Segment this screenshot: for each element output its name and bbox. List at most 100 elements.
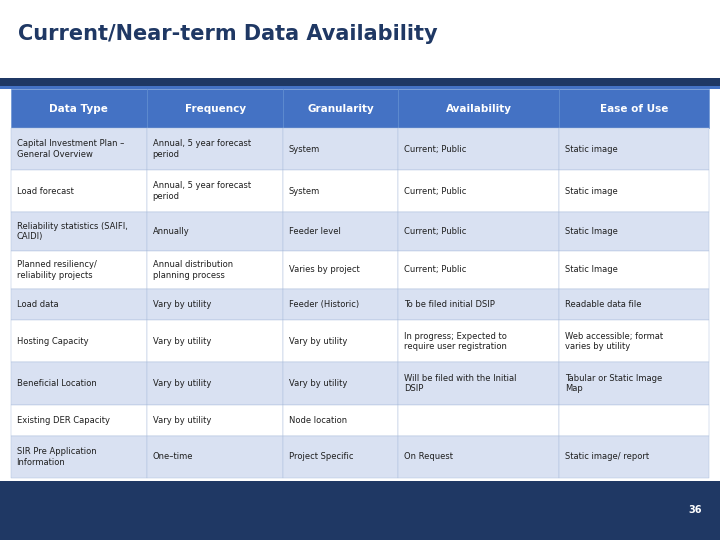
Bar (283, 170, 398, 212)
Bar (283, 212, 398, 251)
Bar (147, 128, 283, 170)
Bar (283, 251, 398, 289)
Text: In progress; Expected to
require user registration: In progress; Expected to require user re… (404, 332, 507, 352)
Bar (283, 128, 398, 170)
Bar (398, 404, 559, 436)
Bar (559, 320, 709, 362)
Bar (559, 251, 709, 289)
Text: Readable data file: Readable data file (564, 300, 642, 309)
Bar (283, 89, 398, 128)
Bar (147, 251, 283, 289)
Text: Beneficial Location: Beneficial Location (17, 379, 96, 388)
Bar (11, 404, 147, 436)
Bar (147, 289, 283, 320)
Text: On Request: On Request (404, 453, 453, 461)
Text: Reliability statistics (SAIFI,
CAIDI): Reliability statistics (SAIFI, CAIDI) (17, 221, 127, 241)
Bar (11, 289, 147, 320)
Text: Annual, 5 year forecast
period: Annual, 5 year forecast period (153, 181, 251, 201)
Bar (559, 170, 709, 212)
Bar (559, 128, 709, 170)
Bar (0, 481, 720, 540)
Bar (398, 320, 559, 362)
Bar (398, 128, 559, 170)
Text: System: System (289, 145, 320, 153)
Text: Static image: Static image (564, 145, 618, 153)
Bar (147, 170, 283, 212)
Bar (559, 89, 709, 128)
Bar (398, 170, 559, 212)
Bar (398, 212, 559, 251)
Bar (147, 320, 283, 362)
Text: Annual, 5 year forecast
period: Annual, 5 year forecast period (153, 139, 251, 159)
Bar (0, 86, 720, 89)
Text: Vary by utility: Vary by utility (289, 337, 347, 346)
Text: Ease of Use: Ease of Use (600, 104, 668, 113)
Text: Feeder (Historic): Feeder (Historic) (289, 300, 359, 309)
Text: Tabular or Static Image
Map: Tabular or Static Image Map (564, 374, 662, 394)
Bar (147, 436, 283, 478)
Bar (559, 404, 709, 436)
Text: Vary by utility: Vary by utility (153, 379, 211, 388)
Text: Static Image: Static Image (564, 266, 618, 274)
Text: One–time: One–time (153, 453, 193, 461)
Text: Static Image: Static Image (564, 227, 618, 236)
Bar (11, 212, 147, 251)
Bar (147, 89, 283, 128)
Text: Node location: Node location (289, 416, 347, 424)
Bar (147, 212, 283, 251)
Bar (147, 362, 283, 404)
Text: Current/Near-term Data Availability: Current/Near-term Data Availability (18, 24, 438, 44)
Bar (559, 436, 709, 478)
Text: 36: 36 (688, 505, 702, 515)
Text: Project Specific: Project Specific (289, 453, 354, 461)
Text: Vary by utility: Vary by utility (289, 379, 347, 388)
Bar (11, 362, 147, 404)
Text: Static image: Static image (564, 187, 618, 195)
Bar (398, 362, 559, 404)
Text: Hosting Capacity: Hosting Capacity (17, 337, 88, 346)
Text: Annually: Annually (153, 227, 189, 236)
Bar (11, 320, 147, 362)
Bar (11, 89, 147, 128)
Text: Load forecast: Load forecast (17, 187, 73, 195)
Text: Data Type: Data Type (50, 104, 108, 113)
Text: Vary by utility: Vary by utility (153, 337, 211, 346)
Bar (398, 436, 559, 478)
Bar (398, 289, 559, 320)
Bar (11, 170, 147, 212)
Text: Current; Public: Current; Public (404, 227, 467, 236)
Bar (283, 362, 398, 404)
Bar (283, 436, 398, 478)
Text: Capital Investment Plan –
General Overview: Capital Investment Plan – General Overvi… (17, 139, 124, 159)
Bar (0, 0, 720, 78)
Text: Web accessible; format
varies by utility: Web accessible; format varies by utility (564, 332, 663, 352)
Text: Granularity: Granularity (307, 104, 374, 113)
Bar (559, 212, 709, 251)
Bar (283, 404, 398, 436)
Text: Current; Public: Current; Public (404, 266, 467, 274)
Text: Availability: Availability (446, 104, 512, 113)
Text: System: System (289, 187, 320, 195)
Text: Load data: Load data (17, 300, 58, 309)
Text: Vary by utility: Vary by utility (153, 300, 211, 309)
Text: Current; Public: Current; Public (404, 187, 467, 195)
Text: Feeder level: Feeder level (289, 227, 341, 236)
Bar (147, 404, 283, 436)
Text: Will be filed with the Initial
DSIP: Will be filed with the Initial DSIP (404, 374, 517, 394)
Text: Vary by utility: Vary by utility (153, 416, 211, 424)
Text: Planned resiliency/
reliability projects: Planned resiliency/ reliability projects (17, 260, 96, 280)
Bar (559, 362, 709, 404)
Text: SIR Pre Application
Information: SIR Pre Application Information (17, 447, 96, 467)
Bar (283, 289, 398, 320)
Bar (398, 251, 559, 289)
Text: Frequency: Frequency (184, 104, 246, 113)
Bar (11, 436, 147, 478)
Text: Existing DER Capacity: Existing DER Capacity (17, 416, 109, 424)
Bar (11, 128, 147, 170)
Text: Static image/ report: Static image/ report (564, 453, 649, 461)
Bar (283, 320, 398, 362)
Bar (0, 78, 720, 86)
Text: Annual distribution
planning process: Annual distribution planning process (153, 260, 233, 280)
Text: Varies by project: Varies by project (289, 266, 360, 274)
Text: To be filed initial DSIP: To be filed initial DSIP (404, 300, 495, 309)
